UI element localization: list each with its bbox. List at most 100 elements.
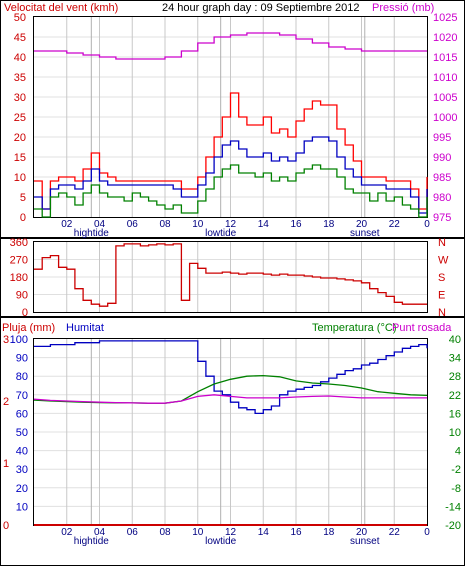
- event-label: lowtide: [205, 536, 237, 547]
- humidity-tick: 100: [10, 334, 28, 346]
- humidity-tick: 50: [16, 427, 28, 439]
- temperature-tick: 34: [449, 353, 461, 365]
- top-hour-labels: 02 04 06 08 10 12 14 16 18 20 22 0 hightide lowtide su…: [61, 219, 430, 239]
- pressure-line: [34, 32, 427, 60]
- humidity-tick: 20: [16, 483, 28, 495]
- hour-tick-label: 10: [192, 219, 204, 230]
- hour-tick-label: 18: [323, 219, 335, 230]
- wind-speed-tick: 35: [14, 72, 26, 84]
- avg-line: [34, 136, 428, 214]
- temperature-tick: 40: [449, 334, 461, 346]
- direction-series-line: [34, 243, 427, 307]
- direction-gridlines: [34, 242, 427, 312]
- hour-tick-label: 08: [159, 219, 171, 230]
- direction-tick: 360: [10, 237, 28, 249]
- compass-letter: N: [438, 237, 446, 249]
- wind-speed-axis-label: Velocitat del vent (kmh): [4, 2, 118, 14]
- temperature-axis-label: Temperatura (°C): [312, 322, 396, 334]
- humidity-tick: 30: [16, 464, 28, 476]
- dew-line: [33, 394, 427, 404]
- compass-letter: N: [438, 307, 446, 319]
- humidity-tick: 60: [16, 408, 28, 420]
- wind-speed-tick: 0: [20, 212, 26, 224]
- wind-speed-tick: 25: [14, 112, 26, 124]
- event-label: lowtide: [205, 228, 237, 239]
- hour-tick-label: 14: [258, 527, 270, 538]
- temperature-tick: 16: [449, 408, 461, 420]
- direction-tick: 180: [10, 272, 28, 284]
- hour-tick-label: 06: [127, 219, 139, 230]
- wind-direction-line: [34, 243, 427, 307]
- wind-speed-tick: 10: [14, 172, 26, 184]
- rain-axis-label: Pluja (mm): [2, 322, 55, 334]
- hour-tick-label: 08: [159, 527, 171, 538]
- hour-tick-label: 02: [61, 219, 73, 230]
- wind-speed-tick-labels: 0 5 10 15 20 25 30 35 40 45 50: [14, 12, 26, 224]
- hour-tick-label: 22: [389, 219, 401, 230]
- compass-letter: W: [438, 255, 449, 267]
- humidity-line: [34, 340, 428, 415]
- dew-point-axis-label: Punt rosada: [392, 322, 452, 334]
- wind-speed-tick: 5: [20, 192, 26, 204]
- pressure-tick: 1020: [433, 32, 457, 44]
- hour-tick-label: 0: [424, 219, 430, 230]
- event-label: hightide: [74, 536, 109, 547]
- compass-letter: E: [438, 290, 445, 302]
- hour-tick-label: 20: [356, 219, 368, 230]
- bottom-series-lines: [33, 340, 428, 526]
- temperature-tick: 22: [449, 390, 461, 402]
- event-label: sunset: [350, 228, 380, 239]
- wind-speed-tick: 45: [14, 32, 26, 44]
- humidity-tick-labels: 10 20 30 40 50 60 70 80 90 100: [10, 334, 28, 513]
- temperature-tick: -20: [445, 520, 461, 532]
- temperature-tick: -2: [451, 464, 461, 476]
- hour-tick-label: 16: [290, 527, 302, 538]
- pressure-tick-labels: 975 980 985 990 995 1000 1005 1010 1015 1020 1025: [433, 12, 457, 224]
- direction-tick: 0: [22, 307, 28, 319]
- humidity-axis-label: Humitat: [66, 322, 104, 334]
- rain-tick: 2: [3, 396, 9, 408]
- rain-tick-labels: 0 1 2 3: [3, 334, 9, 532]
- pressure-tick: 1000: [433, 112, 457, 124]
- wind-speed-tick: 20: [14, 132, 26, 144]
- hour-tick-label: 12: [225, 219, 237, 230]
- chart-title: 24 hour graph day : 09 Septiembre 2012: [162, 2, 360, 14]
- pressure-tick: 1005: [433, 92, 457, 104]
- pressure-tick: 1025: [433, 12, 457, 24]
- hour-tick-label: 10: [192, 527, 204, 538]
- wind-speed-tick: 30: [14, 92, 26, 104]
- rain-tick: 1: [3, 458, 9, 470]
- top-series-lines: [34, 32, 428, 218]
- hour-tick-label: 04: [94, 527, 106, 538]
- hour-tick-label: 06: [127, 527, 139, 538]
- temperature-tick: 4: [455, 446, 461, 458]
- gust-line: [34, 92, 428, 210]
- hour-tick-label: 16: [290, 219, 302, 230]
- humidity-tick: 80: [16, 371, 28, 383]
- hour-tick-label: 04: [94, 219, 106, 230]
- pressure-tick: 1010: [433, 72, 457, 84]
- pressure-tick: 975: [433, 212, 451, 224]
- pressure-tick: 985: [433, 172, 451, 184]
- humidity-tick: 40: [16, 446, 28, 458]
- pressure-tick: 995: [433, 132, 451, 144]
- humidity-tick: 90: [16, 353, 28, 365]
- bottom-gridlines: [34, 339, 427, 525]
- pressure-axis-label: Pressió (mb): [372, 2, 434, 14]
- hour-tick-label: 14: [258, 219, 270, 230]
- direction-tick: 90: [16, 290, 28, 302]
- min-line: [34, 164, 428, 218]
- pressure-tick: 980: [433, 192, 451, 204]
- hour-tick-label: 12: [225, 527, 237, 538]
- hour-tick-label: 18: [323, 527, 335, 538]
- pressure-tick: 1015: [433, 52, 457, 64]
- compass-letter: S: [438, 272, 445, 284]
- event-label: hightide: [74, 228, 109, 239]
- wind-speed-tick: 40: [14, 52, 26, 64]
- event-label: sunset: [350, 536, 380, 547]
- hour-tick-label: 0: [424, 527, 430, 538]
- rain-tick: 0: [3, 520, 9, 532]
- direction-tick-labels: 0 90 180 270 360: [10, 237, 28, 319]
